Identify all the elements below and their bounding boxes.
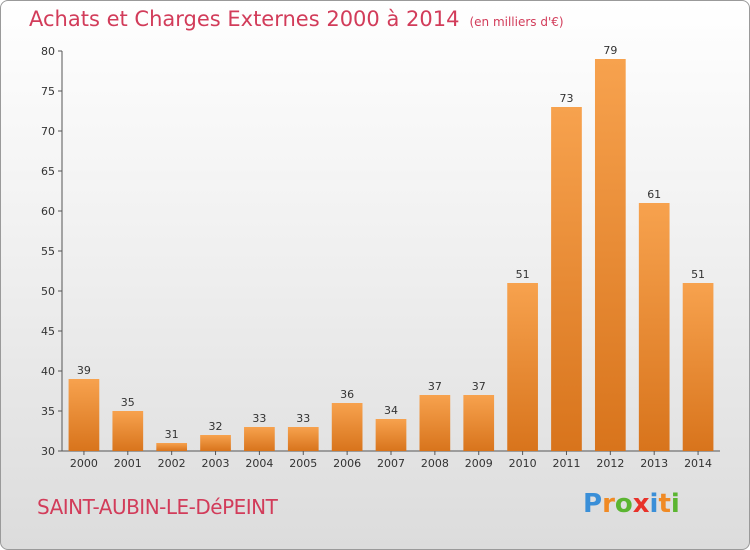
value-label-2003: 32 (209, 420, 223, 433)
chart-title-text: Achats et Charges Externes 2000 à 2014 (29, 7, 460, 31)
value-label-2006: 36 (340, 388, 354, 401)
x-tick-label-2007: 2007 (377, 457, 405, 470)
logo-letter: x (632, 489, 650, 519)
value-label-2009: 37 (472, 380, 486, 393)
value-label-2002: 31 (165, 428, 179, 441)
value-label-2000: 39 (77, 364, 91, 377)
bar-2009 (463, 395, 495, 451)
y-tick-label: 70 (41, 125, 55, 138)
value-label-2011: 73 (559, 92, 573, 105)
x-tick-label-2009: 2009 (465, 457, 493, 470)
proxiti-logo: Proxiti (583, 489, 680, 519)
x-tick-label-2013: 2013 (640, 457, 668, 470)
logo-letter: i (670, 489, 680, 519)
x-tick-label-2003: 2003 (202, 457, 230, 470)
x-tick-label-2004: 2004 (245, 457, 273, 470)
logo-letter: P (583, 489, 603, 519)
value-label-2007: 34 (384, 404, 398, 417)
x-tick-label-2000: 2000 (70, 457, 98, 470)
value-label-2008: 37 (428, 380, 442, 393)
commune-name: SAINT-AUBIN-LE-DéPEINT (37, 495, 278, 519)
chart-subtitle: (en milliers d'€) (469, 15, 564, 29)
bar-2003 (200, 435, 231, 451)
bars (68, 59, 714, 451)
bar-2011 (551, 107, 582, 451)
bar-2004 (244, 427, 275, 451)
x-tick-label-2011: 2011 (552, 457, 580, 470)
bar-2002 (156, 443, 188, 451)
logo-letter: o (614, 489, 633, 519)
x-tick-label-2012: 2012 (596, 457, 624, 470)
y-tick-label: 75 (41, 85, 55, 98)
bar-2007 (375, 419, 407, 451)
bar-2001 (112, 411, 144, 451)
value-labels: 39 35 31 32 33 33 36 34 37 37 51 73 79 61 51 (77, 44, 705, 441)
value-label-2004: 33 (252, 412, 266, 425)
value-label-2001: 35 (121, 396, 135, 409)
value-label-2014: 51 (691, 268, 705, 281)
y-tick-label: 80 (41, 45, 55, 58)
x-tick-label-2001: 2001 (114, 457, 142, 470)
logo-letter: r (602, 489, 615, 519)
x-tick-label-2006: 2006 (333, 457, 361, 470)
bar-2014 (682, 283, 714, 451)
bar-2006 (331, 403, 363, 451)
y-tick-label: 60 (41, 205, 55, 218)
y-tick-label: 30 (41, 445, 55, 458)
y-tick-label: 40 (41, 365, 55, 378)
bar-2005 (287, 427, 319, 451)
bar-chart: 30 35 40 45 50 55 60 65 70 75 80 2000 2001 2002 2003 20… (41, 44, 720, 470)
x-tick-label-2014: 2014 (684, 457, 712, 470)
y-tick-label: 55 (41, 245, 55, 258)
y-tick-label: 45 (41, 325, 55, 338)
x-tick-label-2002: 2002 (158, 457, 186, 470)
x-tick-label-2005: 2005 (289, 457, 317, 470)
bar-2010 (507, 283, 538, 451)
value-label-2010: 51 (516, 268, 530, 281)
logo-letter: t (658, 489, 671, 519)
x-tick-label-2008: 2008 (421, 457, 449, 470)
y-tick-label: 50 (41, 285, 55, 298)
y-tick-label: 65 (41, 165, 55, 178)
value-label-2005: 33 (296, 412, 310, 425)
bar-2000 (68, 379, 100, 451)
x-tick-label-2010: 2010 (509, 457, 537, 470)
value-label-2013: 61 (647, 188, 661, 201)
logo-letter: i (649, 489, 659, 519)
chart-title: Achats et Charges Externes 2000 à 2014 (e… (29, 7, 564, 31)
bar-2008 (419, 395, 451, 451)
value-label-2012: 79 (603, 44, 617, 57)
axes: 30 35 40 45 50 55 60 65 70 75 80 2000 2001 2002 2003 20… (41, 45, 720, 470)
bar-2013 (638, 203, 670, 451)
y-tick-label: 35 (41, 405, 55, 418)
bar-2012 (594, 59, 626, 451)
